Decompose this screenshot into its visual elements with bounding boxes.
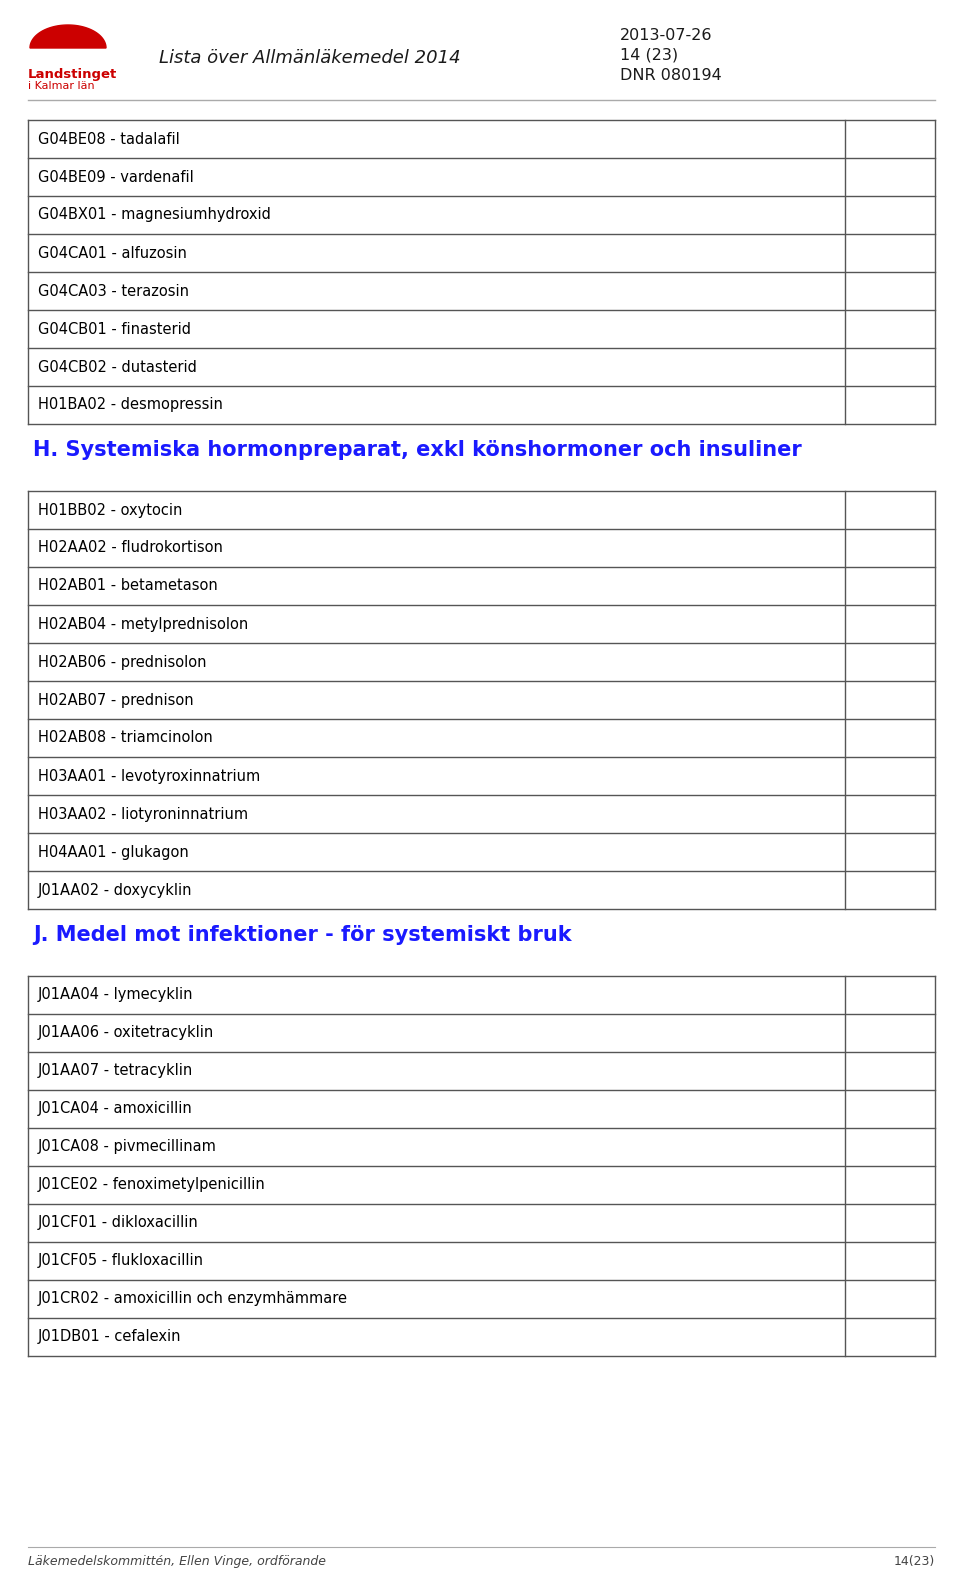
Text: J. Medel mot infektioner - för systemiskt bruk: J. Medel mot infektioner - för systemisk…	[33, 926, 571, 945]
Text: J01AA07 - tetracyklin: J01AA07 - tetracyklin	[38, 1064, 193, 1078]
Text: J01CA04 - amoxicillin: J01CA04 - amoxicillin	[38, 1102, 193, 1116]
Text: H02AB04 - metylprednisolon: H02AB04 - metylprednisolon	[38, 617, 249, 631]
Text: G04BX01 - magnesiumhydroxid: G04BX01 - magnesiumhydroxid	[38, 208, 271, 222]
Text: H. Systemiska hormonpreparat, exkl könshormoner och insuliner: H. Systemiska hormonpreparat, exkl könsh…	[33, 441, 802, 460]
Text: J01CF05 - flukloxacillin: J01CF05 - flukloxacillin	[38, 1254, 204, 1268]
Text: 14 (23): 14 (23)	[620, 48, 678, 63]
Text: H03AA02 - liotyroninnatrium: H03AA02 - liotyroninnatrium	[38, 807, 248, 821]
Text: G04CA01 - alfuzosin: G04CA01 - alfuzosin	[38, 246, 187, 260]
Text: J01AA04 - lymecyklin: J01AA04 - lymecyklin	[38, 987, 194, 1002]
Text: G04BE08 - tadalafil: G04BE08 - tadalafil	[38, 132, 180, 146]
Text: H03AA01 - levotyroxinnatrium: H03AA01 - levotyroxinnatrium	[38, 769, 260, 783]
Text: 2013-07-26: 2013-07-26	[620, 29, 712, 43]
Text: H02AA02 - fludrokortison: H02AA02 - fludrokortison	[38, 540, 223, 555]
Text: J01CA08 - pivmecillinam: J01CA08 - pivmecillinam	[38, 1140, 217, 1154]
Text: H02AB01 - betametason: H02AB01 - betametason	[38, 579, 218, 593]
Text: DNR 080194: DNR 080194	[620, 68, 722, 82]
Polygon shape	[30, 25, 106, 48]
Text: H02AB06 - prednisolon: H02AB06 - prednisolon	[38, 655, 206, 669]
Text: Landstinget: Landstinget	[28, 68, 117, 81]
Text: G04CB02 - dutasterid: G04CB02 - dutasterid	[38, 360, 197, 374]
Text: J01CF01 - dikloxacillin: J01CF01 - dikloxacillin	[38, 1216, 199, 1230]
Text: H01BB02 - oxytocin: H01BB02 - oxytocin	[38, 502, 182, 517]
Text: H02AB08 - triamcinolon: H02AB08 - triamcinolon	[38, 731, 213, 745]
Text: 14(23): 14(23)	[894, 1555, 935, 1568]
Text: J01DB01 - cefalexin: J01DB01 - cefalexin	[38, 1330, 181, 1344]
Text: J01AA06 - oxitetracyklin: J01AA06 - oxitetracyklin	[38, 1025, 214, 1040]
Text: J01CE02 - fenoximetylpenicillin: J01CE02 - fenoximetylpenicillin	[38, 1178, 266, 1192]
Text: Lista över Allmänläkemedel 2014: Lista över Allmänläkemedel 2014	[159, 49, 461, 67]
Text: Läkemedelskommittén, Ellen Vinge, ordförande: Läkemedelskommittén, Ellen Vinge, ordför…	[28, 1555, 326, 1568]
Text: G04BE09 - vardenafil: G04BE09 - vardenafil	[38, 170, 194, 184]
Text: J01CR02 - amoxicillin och enzymhämmare: J01CR02 - amoxicillin och enzymhämmare	[38, 1292, 348, 1306]
Text: H01BA02 - desmopressin: H01BA02 - desmopressin	[38, 398, 223, 412]
Text: i Kalmar län: i Kalmar län	[28, 81, 95, 90]
Text: H04AA01 - glukagon: H04AA01 - glukagon	[38, 845, 189, 859]
Text: G04CB01 - finasterid: G04CB01 - finasterid	[38, 322, 191, 336]
Text: J01AA02 - doxycyklin: J01AA02 - doxycyklin	[38, 883, 193, 897]
Text: G04CA03 - terazosin: G04CA03 - terazosin	[38, 284, 189, 298]
Text: H02AB07 - prednison: H02AB07 - prednison	[38, 693, 194, 707]
